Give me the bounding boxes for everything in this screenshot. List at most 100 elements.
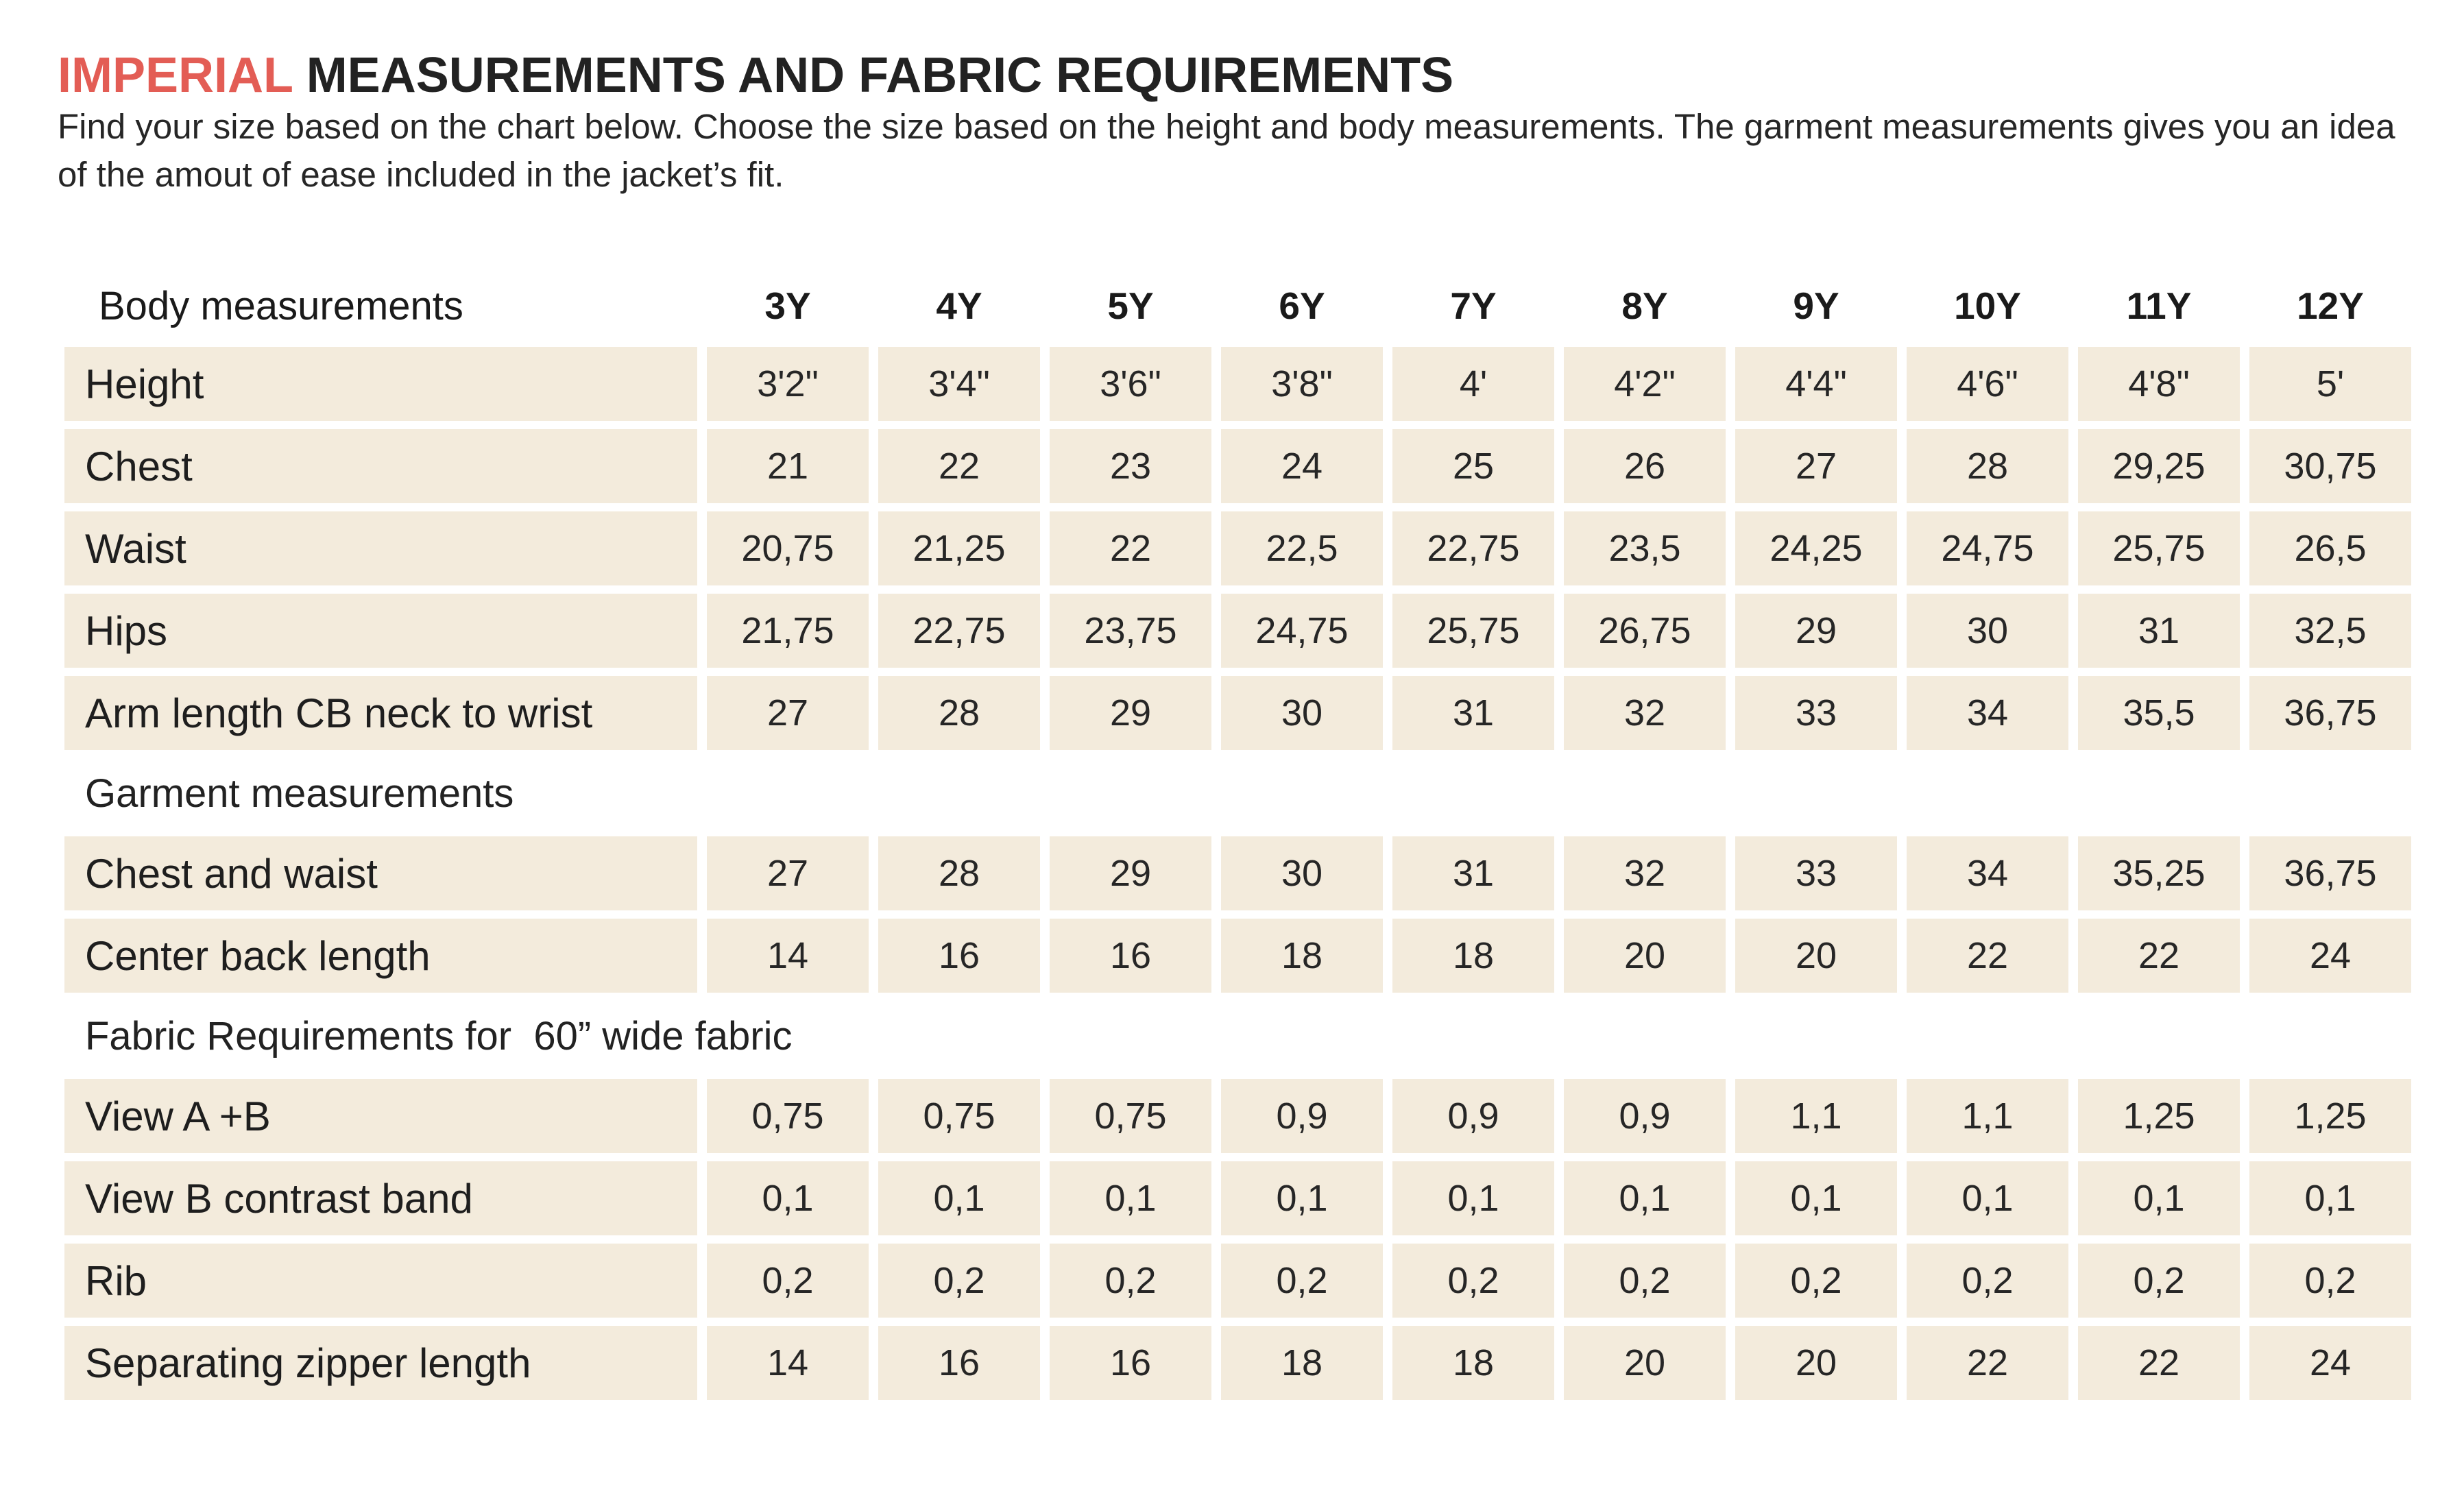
table-cell: 4' [1392, 347, 1554, 421]
table-cell: 3'8" [1221, 347, 1383, 421]
table-row: Center back length 14 16 16 18 18 20 20 22 22 24 [64, 919, 2411, 993]
table-cell: 23,75 [1050, 594, 1211, 668]
table-cell: 18 [1392, 919, 1554, 993]
table-cell: 22 [1907, 919, 2068, 993]
table-cell: 28 [878, 676, 1040, 750]
row-label: Height [64, 347, 697, 421]
table-cell: 5' [2249, 347, 2411, 421]
title-accent: IMPERIAL [58, 48, 293, 103]
table-cell: 30 [1221, 836, 1383, 910]
table-cell: 22 [2078, 919, 2240, 993]
table-cell: 33 [1735, 836, 1897, 910]
table-cell: 0,2 [1050, 1244, 1211, 1318]
table-cell: 33 [1735, 676, 1897, 750]
table-row: Hips 21,75 22,75 23,75 24,75 25,75 26,75 29 30 31… [64, 594, 2411, 668]
section-heading-row: Garment measurements [64, 758, 2411, 828]
column-header-size: 6Y [1279, 285, 1325, 327]
table-cell: 1,25 [2078, 1079, 2240, 1153]
table-cell: 20 [1564, 919, 1726, 993]
table-cell: 3'4" [878, 347, 1040, 421]
table-cell: 18 [1221, 1326, 1383, 1400]
table-cell: 29 [1050, 836, 1211, 910]
column-header-size: 3Y [764, 285, 811, 327]
row-label: Center back length [64, 919, 697, 993]
table-cell: 23,5 [1564, 511, 1726, 585]
table-row: Waist 20,75 21,25 22 22,5 22,75 23,5 24,25 24,75… [64, 511, 2411, 585]
row-label: Chest and waist [64, 836, 697, 910]
table-cell: 20 [1564, 1326, 1726, 1400]
table-cell: 3'2" [707, 347, 869, 421]
row-label: View A +B [64, 1079, 697, 1153]
row-label: Hips [64, 594, 697, 668]
table-cell: 3'6" [1050, 347, 1211, 421]
column-header-size: 8Y [1621, 285, 1668, 327]
table-cell: 0,1 [878, 1161, 1040, 1235]
table-cell: 34 [1907, 836, 2068, 910]
table-cell: 0,9 [1564, 1079, 1726, 1153]
table-cell: 36,75 [2249, 676, 2411, 750]
table-row: Chest and waist 27 28 29 30 31 32 33 34 35,25 36,7… [64, 836, 2411, 910]
table-cell: 20 [1735, 919, 1897, 993]
table-cell: 26,5 [2249, 511, 2411, 585]
table-cell: 1,25 [2249, 1079, 2411, 1153]
column-header-size: 4Y [936, 285, 982, 327]
table-header-row: Body measurements 3Y 4Y 5Y 6Y 7Y 8Y 9Y 10Y 11Y 12… [64, 273, 2411, 339]
table-cell: 0,2 [1564, 1244, 1726, 1318]
table-cell: 22,5 [1221, 511, 1383, 585]
table-cell: 0,75 [1050, 1079, 1211, 1153]
table-cell: 30 [1221, 676, 1383, 750]
table-cell: 32 [1564, 836, 1726, 910]
table-cell: 25 [1392, 429, 1554, 503]
column-header-size: 7Y [1450, 285, 1497, 327]
table-cell: 22,75 [878, 594, 1040, 668]
table-cell: 30 [1907, 594, 2068, 668]
table-cell: 21,75 [707, 594, 869, 668]
table-cell: 23 [1050, 429, 1211, 503]
table-cell: 26,75 [1564, 594, 1726, 668]
section-heading: Garment measurements [85, 771, 514, 816]
table-cell: 0,1 [1564, 1161, 1726, 1235]
table-row: Separating zipper length 14 16 16 18 18 20 20 22… [64, 1326, 2411, 1400]
table-cell: 26 [1564, 429, 1726, 503]
table-cell: 0,1 [1392, 1161, 1554, 1235]
table-cell: 18 [1392, 1326, 1554, 1400]
table-cell: 4'2" [1564, 347, 1726, 421]
table-cell: 29,25 [2078, 429, 2240, 503]
table-cell: 31 [1392, 676, 1554, 750]
table-row: Arm length CB neck to wrist 27 28 29 30 31 32 3… [64, 676, 2411, 750]
row-label: Separating zipper length [64, 1326, 697, 1400]
table-row: Rib 0,2 0,2 0,2 0,2 0,2 0,2 0,2 0,2 0,2 0,2 [64, 1244, 2411, 1318]
table-row: Chest 21 22 23 24 25 26 27 28 29,25 30,75 [64, 429, 2411, 503]
table-cell: 22 [2078, 1326, 2240, 1400]
row-label: View B contrast band [64, 1161, 697, 1235]
table-cell: 0,2 [2249, 1244, 2411, 1318]
table-cell: 24 [1221, 429, 1383, 503]
column-header-size: 9Y [1793, 285, 1839, 327]
table-cell: 22 [1907, 1326, 2068, 1400]
table-cell: 0,1 [707, 1161, 869, 1235]
table-row: View A +B 0,75 0,75 0,75 0,9 0,9 0,9 1,1 1,1 1,25… [64, 1079, 2411, 1153]
table-cell: 28 [1907, 429, 2068, 503]
table-cell: 20 [1735, 1326, 1897, 1400]
table-cell: 0,2 [878, 1244, 1040, 1318]
table-cell: 0,75 [707, 1079, 869, 1153]
column-header-size: 10Y [1954, 285, 2021, 327]
table-row: Height 3'2" 3'4" 3'6" 3'8" 4' 4'2" 4'4" 4'6" 4'8"… [64, 347, 2411, 421]
table-cell: 27 [1735, 429, 1897, 503]
table-cell: 29 [1735, 594, 1897, 668]
table-cell: 1,1 [1907, 1079, 2068, 1153]
table-cell: 34 [1907, 676, 2068, 750]
table-cell: 0,1 [1735, 1161, 1897, 1235]
table-cell: 25,75 [2078, 511, 2240, 585]
section-heading-row: Fabric Requirements for 60” wide fabric [64, 1001, 2411, 1071]
table-cell: 35,5 [2078, 676, 2240, 750]
table-cell: 0,9 [1392, 1079, 1554, 1153]
table-cell: 30,75 [2249, 429, 2411, 503]
table-cell: 21,25 [878, 511, 1040, 585]
table-cell: 16 [878, 919, 1040, 993]
table-cell: 35,25 [2078, 836, 2240, 910]
table-cell: 24 [2249, 1326, 2411, 1400]
table-cell: 18 [1221, 919, 1383, 993]
measurements-table-body: Body measurements 3Y 4Y 5Y 6Y 7Y 8Y 9Y 10Y 11Y 12… [64, 273, 2411, 1400]
